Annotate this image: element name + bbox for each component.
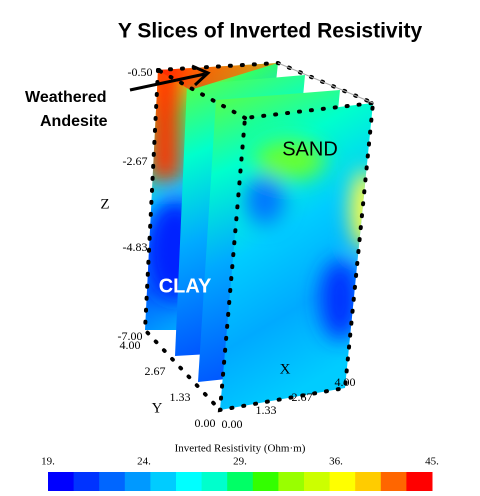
color-swatch [278, 472, 305, 491]
color-swatch [99, 472, 126, 491]
tick-label: 0.00 [222, 417, 243, 431]
color-swatch [304, 472, 331, 491]
tick-label: -4.83 [123, 240, 148, 254]
color-swatch [252, 472, 279, 491]
arrow [129, 72, 206, 92]
color-swatch [73, 472, 100, 491]
color-swatch [48, 472, 75, 491]
annotation: CLAY [159, 275, 212, 297]
color-swatch [329, 472, 356, 491]
tick-label: 0.00 [195, 416, 216, 430]
colorbar-tick: 29. [233, 456, 247, 468]
tick-label: 2.67 [292, 390, 313, 404]
axes: Z -0.50 -2.67 -4.83 -7.00 Y 4.00 2.67 1.33 0.00 X 0… [100, 65, 355, 431]
tick-label: 1.33 [170, 390, 191, 404]
color-swatch [124, 472, 151, 491]
volume [142, 60, 376, 413]
colorbar-tick: 36. [329, 456, 343, 468]
color-swatch [201, 472, 228, 491]
colorbar: 19. 24. 29. 36. 45. [41, 456, 439, 491]
tick-label: 2.67 [145, 364, 166, 378]
color-swatch [406, 472, 433, 491]
colorbar-tick: 24. [137, 456, 151, 468]
color-swatch [355, 472, 382, 491]
colorbar-tick: 19. [41, 456, 55, 468]
tick-label: 4.00 [120, 338, 141, 352]
colorbar-tick: 45. [425, 456, 439, 468]
tick-label: 1.33 [256, 403, 277, 417]
annotation: Andesite [40, 113, 108, 130]
color-swatch [380, 472, 407, 491]
colorbar-title: Inverted Resistivity (Ohm·m) [175, 443, 306, 455]
axis-label: Z [100, 196, 109, 212]
axis-label: X [280, 361, 291, 377]
color-swatch [176, 472, 203, 491]
tick-label: -2.67 [123, 154, 148, 168]
color-swatch [150, 472, 177, 491]
axis-label: Y [152, 400, 163, 416]
arrow-head [191, 64, 211, 87]
title: Y Slices of Inverted Resistivity [118, 20, 423, 43]
annotation: Weathered [25, 89, 107, 106]
tick-label: -7.00 [118, 329, 143, 343]
tick-label: -0.50 [128, 65, 153, 79]
tick-label: 4.00 [335, 375, 356, 389]
color-swatch [227, 472, 254, 491]
annotation: SAND [282, 138, 338, 160]
